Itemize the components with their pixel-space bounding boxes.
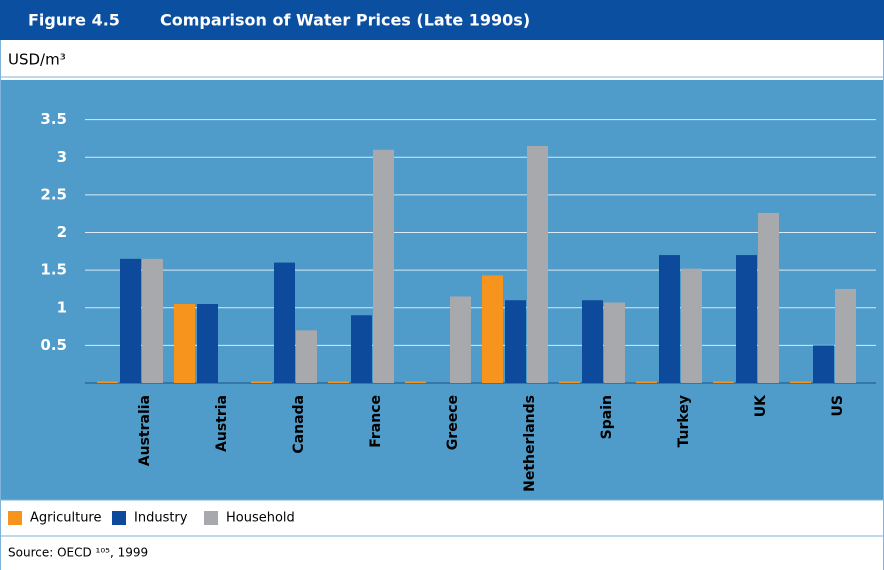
legend-swatch bbox=[112, 511, 126, 525]
x-tick-label: Greece bbox=[445, 395, 461, 450]
bar bbox=[97, 381, 118, 383]
x-tick-label: Australia bbox=[137, 395, 153, 466]
x-tick-label: US bbox=[830, 395, 846, 416]
bar bbox=[251, 381, 272, 383]
x-tick-label: UK bbox=[753, 394, 769, 417]
bar bbox=[527, 145, 548, 383]
y-tick-label: 2 bbox=[57, 223, 67, 241]
bar bbox=[713, 381, 734, 383]
legend-area bbox=[0, 500, 884, 536]
x-tick-label: Turkey bbox=[676, 395, 692, 447]
y-tick-label: 2.5 bbox=[40, 185, 67, 203]
bar bbox=[559, 381, 580, 383]
chart-title: Comparison of Water Prices (Late 1990s) bbox=[160, 11, 530, 30]
y-tick-label: 3.5 bbox=[40, 110, 67, 128]
bar bbox=[405, 381, 426, 383]
legend-swatch bbox=[8, 511, 22, 525]
x-tick-label: France bbox=[368, 395, 384, 448]
legend-swatch bbox=[204, 511, 218, 525]
bar bbox=[351, 315, 372, 383]
bar bbox=[659, 255, 680, 383]
bar bbox=[505, 300, 526, 383]
bar bbox=[758, 212, 779, 383]
bar bbox=[482, 275, 503, 383]
y-tick-label: 1.5 bbox=[40, 261, 67, 279]
bar bbox=[582, 300, 603, 383]
bar bbox=[604, 302, 625, 383]
bar bbox=[835, 288, 856, 383]
bar bbox=[681, 268, 702, 383]
bar bbox=[197, 303, 218, 383]
bar bbox=[328, 381, 349, 383]
bar bbox=[813, 345, 834, 383]
figure-label: Figure 4.5 bbox=[28, 11, 120, 30]
bar bbox=[174, 303, 195, 383]
bar bbox=[120, 258, 141, 383]
y-tick-label: 0.5 bbox=[40, 336, 67, 354]
y-tick-label: 3 bbox=[57, 148, 67, 166]
x-tick-label: Austria bbox=[214, 395, 230, 452]
legend-label: Household bbox=[226, 511, 295, 526]
bar bbox=[450, 296, 471, 383]
bar bbox=[790, 381, 811, 383]
x-tick-label: Spain bbox=[599, 395, 615, 439]
x-tick-label: Netherlands bbox=[522, 395, 538, 492]
y-tick-label: 1 bbox=[57, 298, 67, 316]
bar bbox=[296, 330, 317, 383]
bar bbox=[274, 262, 295, 383]
source: Source: OECD ¹⁰⁵, 1999 bbox=[8, 546, 148, 560]
bar bbox=[142, 258, 163, 383]
bar bbox=[736, 255, 757, 383]
bar bbox=[636, 381, 657, 383]
legend-label: Agriculture bbox=[30, 511, 102, 526]
x-tick-label: Canada bbox=[291, 395, 307, 454]
legend-label: Industry bbox=[134, 511, 188, 526]
title-bar bbox=[0, 0, 884, 40]
y-axis-label: USD/m³ bbox=[8, 51, 66, 69]
bar bbox=[373, 149, 394, 383]
